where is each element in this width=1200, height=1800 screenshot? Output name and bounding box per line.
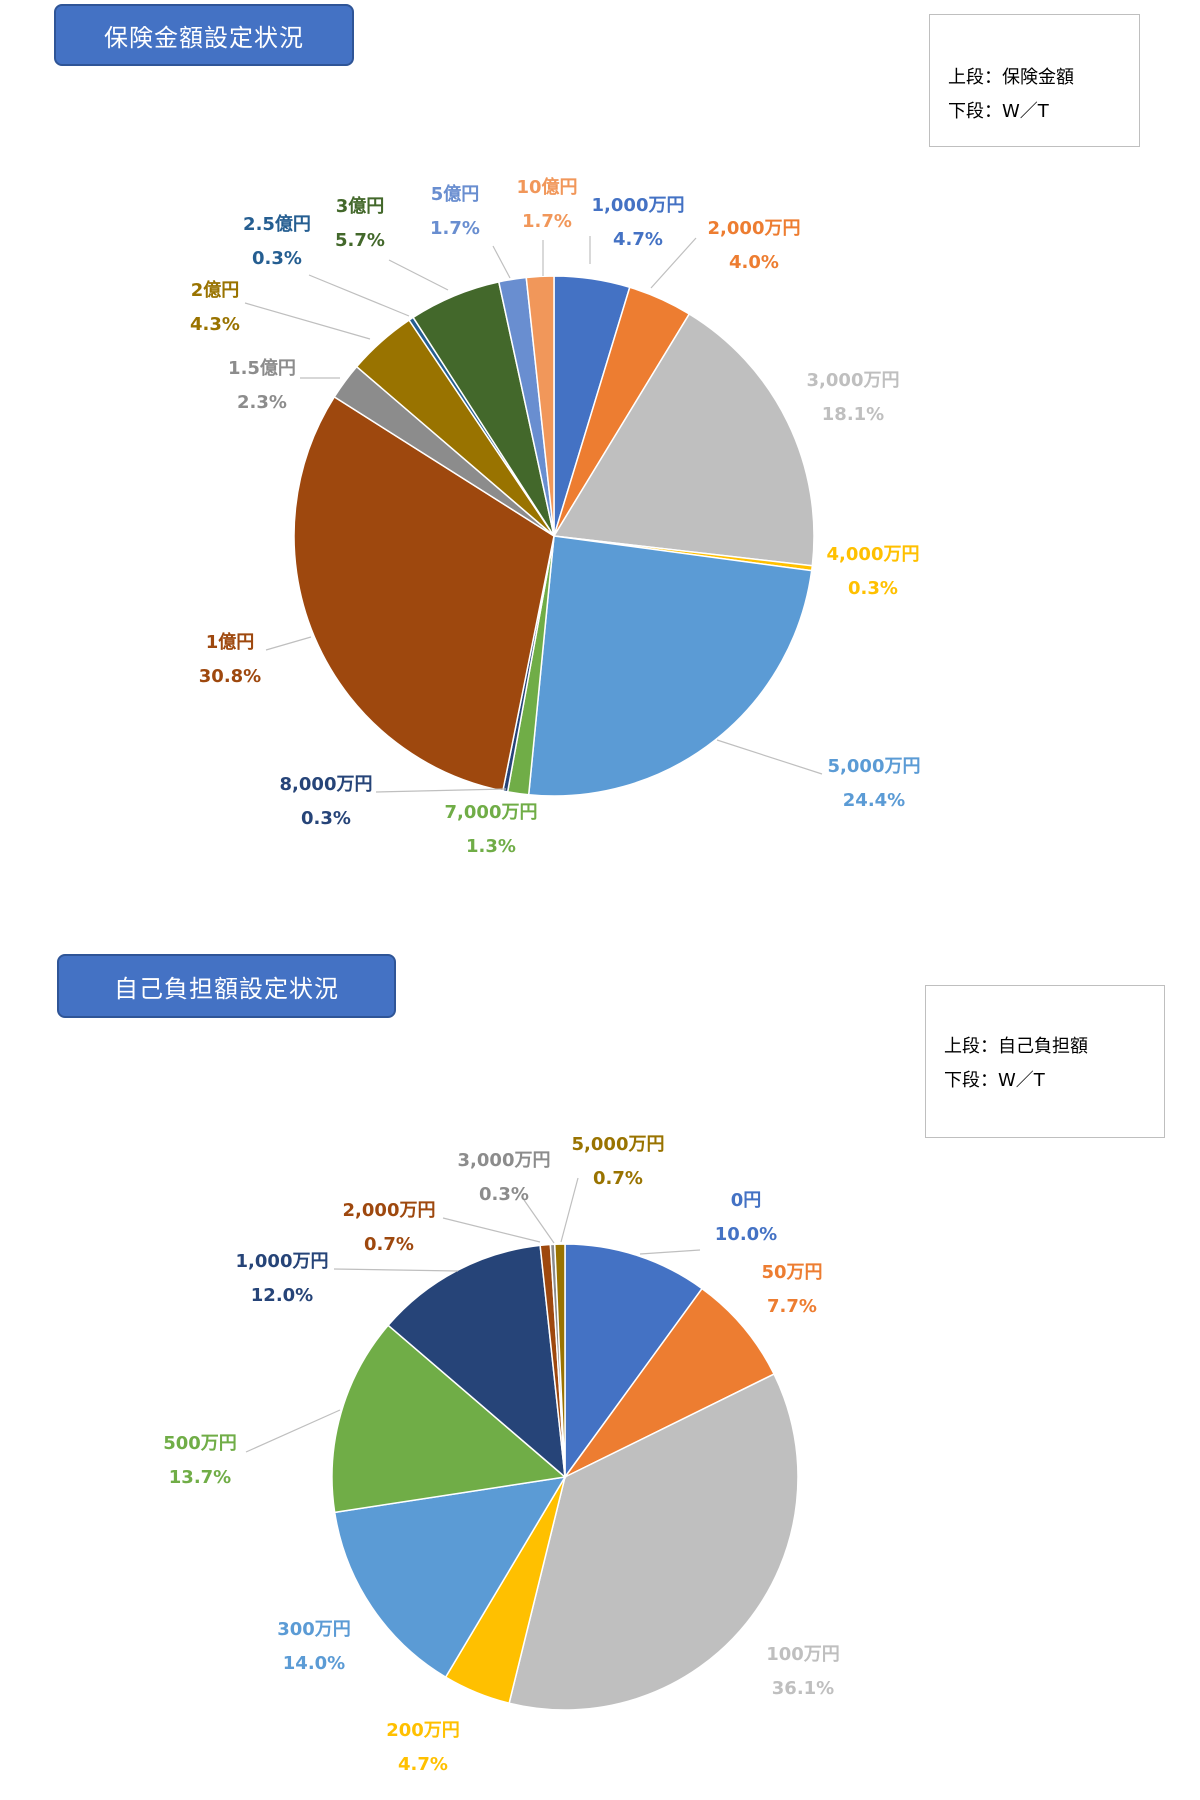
- chart1-category-label-13: 10億円: [516, 176, 577, 198]
- chart2-value-label-0: 10.0%: [715, 1224, 777, 1245]
- chart1-leader-line-7: [265, 636, 312, 651]
- chart1-category-label-2: 3,000万円: [807, 370, 900, 391]
- chart2-category-label-5: 500万円: [163, 1433, 237, 1454]
- chart2-slice-9: [553, 1243, 566, 1478]
- chart1-title-button: 保険金額設定状況: [54, 4, 354, 66]
- chart1-category-label-10: 2.5億円: [243, 213, 311, 235]
- chart1-value-label-8: 2.3%: [237, 392, 287, 413]
- chart1-legend-line-lower: 下段：W／T: [948, 101, 1049, 122]
- chart1-legend-line-upper: 上段：保険金額: [948, 67, 1074, 88]
- chart1-value-label-6: 0.3%: [301, 808, 351, 829]
- chart1-value-label-4: 24.4%: [843, 790, 905, 811]
- chart2-value-label-1: 7.7%: [767, 1296, 817, 1317]
- chart2-slice-4: [333, 1476, 567, 1679]
- chart1-value-label-1: 4.0%: [729, 252, 779, 273]
- chart2-category-label-1: 50万円: [761, 1262, 822, 1283]
- chart2-legend-box: 上段：自己負担額 下段：W／T: [925, 985, 1165, 1138]
- chart1-category-label-12: 5億円: [431, 183, 480, 205]
- chart2-category-label-8: 3,000万円: [458, 1150, 551, 1171]
- chart2-category-label-6: 1,000万円: [236, 1251, 329, 1272]
- chart1-leader-line-1: [650, 237, 697, 289]
- chart1-value-label-9: 4.3%: [190, 314, 240, 335]
- chart1-leader-line-6: [375, 788, 507, 793]
- chart1-value-label-3: 0.3%: [848, 578, 898, 599]
- chart2-legend-line-upper: 上段：自己負担額: [944, 1036, 1088, 1057]
- chart1-value-label-13: 1.7%: [522, 211, 572, 232]
- chart2-value-label-5: 13.7%: [169, 1467, 231, 1488]
- chart1-category-label-11: 3億円: [336, 195, 385, 217]
- chart1-value-label-2: 18.1%: [822, 404, 884, 425]
- chart1-slice-2: [552, 312, 815, 567]
- chart2-leader-line-7: [442, 1217, 541, 1243]
- chart2-leader-line-9: [560, 1177, 579, 1243]
- chart1-leader-line-12: [492, 245, 511, 279]
- chart1-category-label-4: 5,000万円: [828, 756, 921, 777]
- chart2-slice-0: [564, 1243, 704, 1480]
- chart1-category-label-9: 2億円: [191, 279, 240, 301]
- chart1-value-label-0: 4.7%: [613, 229, 663, 250]
- chart1-legend-box: 上段：保険金額 下段：W／T: [929, 14, 1140, 147]
- chart1-value-label-11: 5.7%: [335, 230, 385, 251]
- chart2-leader-line-0: [639, 1249, 701, 1255]
- chart2-slice-2: [508, 1373, 799, 1711]
- chart1-value-label-10: 0.3%: [252, 248, 302, 269]
- chart1-value-label-7: 30.8%: [199, 666, 261, 687]
- chart1-leader-line-9: [244, 302, 371, 340]
- chart2-leader-line-6: [333, 1268, 459, 1272]
- chart1-category-label-5: 7,000万円: [445, 802, 538, 823]
- chart2-value-label-4: 14.0%: [283, 1653, 345, 1674]
- chart1-leader-line-11: [388, 259, 449, 291]
- chart1-category-label-8: 1.5億円: [228, 357, 296, 379]
- chart2-leader-line-8: [523, 1199, 555, 1244]
- chart2-category-label-2: 100万円: [766, 1644, 840, 1665]
- chart2-value-label-3: 4.7%: [398, 1754, 448, 1775]
- chart2-value-label-7: 0.7%: [364, 1234, 414, 1255]
- chart2-legend-line-lower: 下段：W／T: [944, 1070, 1045, 1091]
- chart2-category-label-9: 5,000万円: [572, 1134, 665, 1155]
- chart1-value-label-12: 1.7%: [430, 218, 480, 239]
- chart1-category-label-6: 8,000万円: [280, 774, 373, 795]
- chart2-category-label-7: 2,000万円: [343, 1200, 436, 1221]
- chart2-title-button: 自己負担額設定状況: [57, 954, 396, 1018]
- chart1-leader-line-4: [716, 739, 823, 775]
- chart2-value-label-6: 12.0%: [251, 1285, 313, 1306]
- chart1-leader-line-10: [308, 274, 410, 317]
- chart2-category-label-0: 0円: [731, 1190, 762, 1211]
- chart1-category-label-7: 1億円: [206, 631, 255, 653]
- chart1-slice-4: [527, 535, 813, 797]
- chart1-category-label-0: 1,000万円: [592, 195, 685, 216]
- chart1-category-label-1: 2,000万円: [708, 218, 801, 239]
- chart2-slice-5: [331, 1324, 567, 1514]
- chart1-category-label-3: 4,000万円: [827, 544, 920, 565]
- chart2-category-label-4: 300万円: [277, 1619, 351, 1640]
- chart1-value-label-5: 1.3%: [466, 836, 516, 857]
- chart2-value-label-9: 0.7%: [593, 1168, 643, 1189]
- chart2-value-label-8: 0.3%: [479, 1184, 529, 1205]
- chart2-leader-line-5: [245, 1409, 341, 1453]
- chart2-category-label-3: 200万円: [386, 1720, 460, 1741]
- chart2-value-label-2: 36.1%: [772, 1678, 834, 1699]
- chart2-slice-1: [564, 1287, 776, 1478]
- chart1-slice-13: [525, 275, 555, 537]
